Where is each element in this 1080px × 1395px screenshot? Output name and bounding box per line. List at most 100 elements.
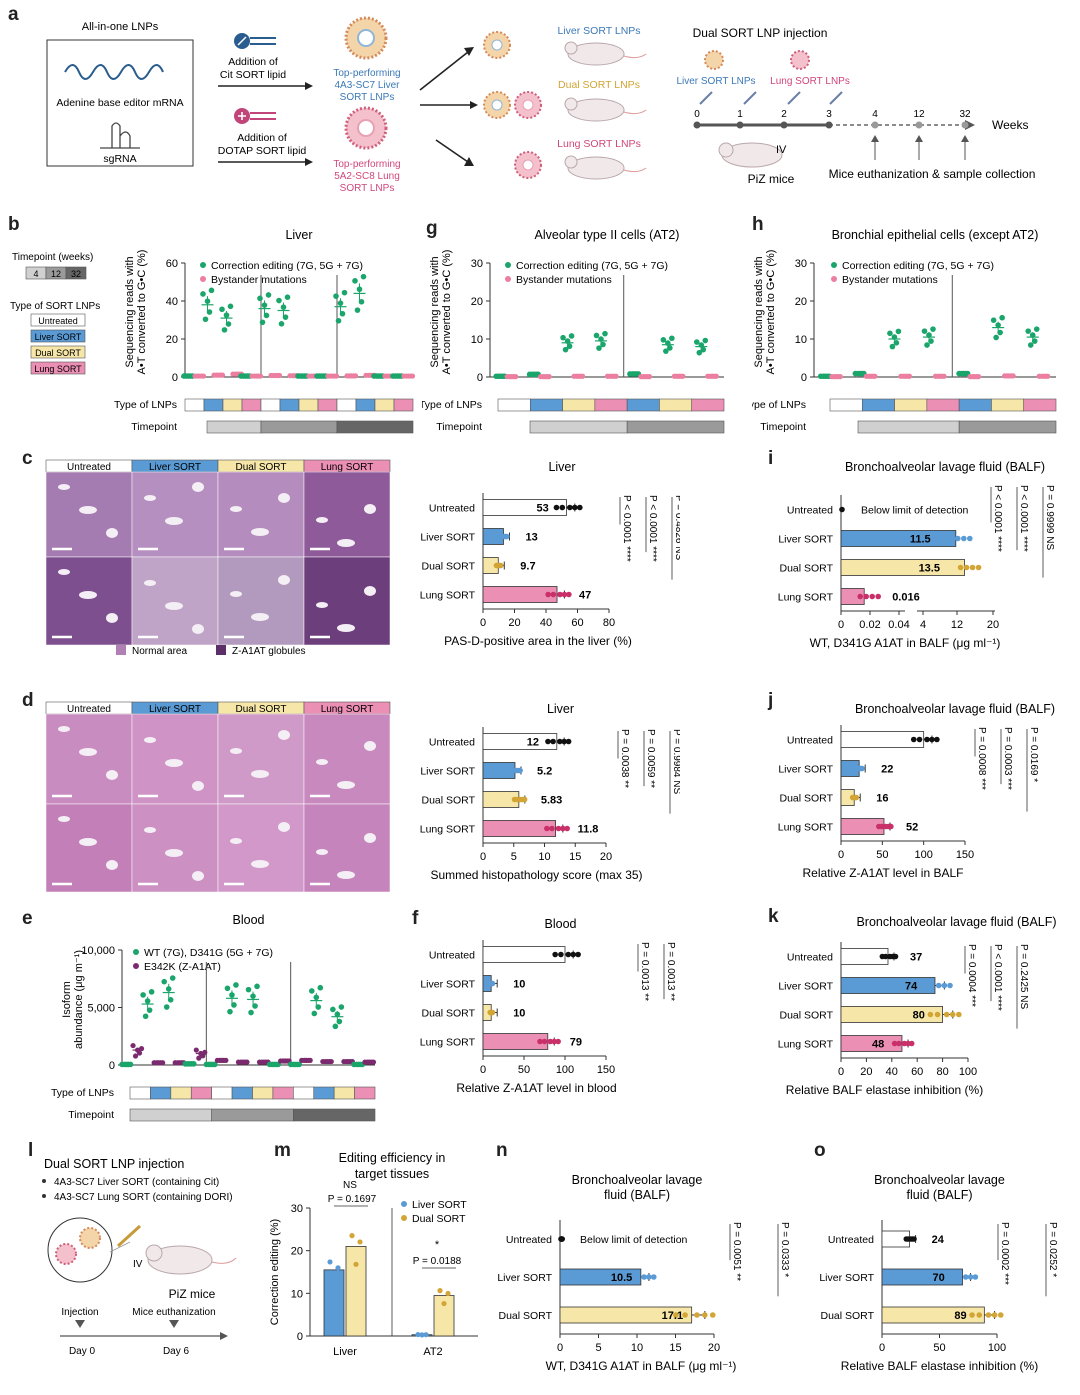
j-dot (879, 823, 885, 830)
b-point-main (225, 321, 232, 327)
g-legend-dot-2 (505, 276, 511, 282)
a-lung-small: Lung SORT LNPs (770, 76, 850, 87)
n-xtick-label: 15 (669, 1342, 681, 1354)
a-tick-label: 12 (913, 109, 925, 120)
k-value-label: 48 (872, 1039, 884, 1051)
m-p2: P = 0.0188 (413, 1256, 462, 1267)
l-day6: Day 6 (163, 1346, 190, 1357)
chart-f-blood-za1at: Blood 0 50 100 150 Relative Z-A1AT level in b… (420, 917, 676, 1095)
c-legend-globule: Z-A1AT globules (232, 646, 306, 657)
i-value-label: 13.5 (919, 563, 940, 575)
a-tick-label: 2 (781, 109, 787, 120)
d-histo-header: Liver SORT (149, 704, 201, 715)
g-point-main (669, 335, 675, 342)
b-legend-dual: Dual SORT (35, 348, 81, 358)
i-cat-label: Liver SORT (778, 534, 833, 546)
c-dot (550, 591, 557, 598)
k-cat-label: Lung SORT (778, 1039, 834, 1051)
f-xtick-label: 50 (518, 1064, 530, 1076)
c-histo-vessel (58, 484, 70, 490)
k-xtick-label: 80 (936, 1066, 948, 1078)
k-dot (947, 982, 953, 989)
d-histo-tile (45, 803, 133, 892)
h-point-main (895, 328, 902, 335)
d-p-value: P = 0.0038 ** (619, 729, 630, 788)
f-value-label: 10 (513, 1008, 525, 1020)
b-point-main (352, 278, 358, 284)
e-type-cell (354, 1086, 376, 1100)
g-point-main (568, 333, 575, 339)
c-xtick-label: 60 (571, 617, 583, 629)
e-point-main (311, 1010, 318, 1017)
n-bld: Below limit of detection (580, 1234, 688, 1246)
o-cat-label: Liver SORT (819, 1272, 874, 1284)
panel-letter-b: b (8, 214, 20, 235)
e-point-main (248, 1009, 254, 1016)
m-legend-dot-1 (401, 1201, 407, 1207)
h-legend-dot-2 (831, 276, 837, 282)
o-xlabel: Relative BALF elastase inhibition (%) (841, 1359, 1038, 1373)
m-dot-dual (353, 1261, 359, 1267)
e-type-label: Type of LNPs (51, 1087, 114, 1099)
h-point-main (930, 326, 936, 332)
c-histo-vessel (144, 495, 156, 501)
m-ytick-label: 30 (291, 1203, 303, 1215)
n-p-value: P = 0.0333 * (779, 1222, 790, 1277)
f-dot (547, 1038, 554, 1045)
n-bar (559, 1306, 693, 1324)
n-dot (628, 1274, 634, 1280)
c-cat-label: Dual SORT (422, 561, 476, 573)
b-type-cell (222, 398, 243, 412)
c-histo-tile (45, 471, 133, 558)
o-bar (881, 1306, 985, 1324)
d-xtick-label: 15 (569, 851, 581, 863)
b-point-main (284, 294, 291, 300)
n-xtick-label: 5 (595, 1342, 601, 1354)
i-dot (961, 535, 967, 542)
c-histo-vessel (316, 602, 328, 608)
i-p-value: P = 0.9999 NS (1044, 485, 1055, 550)
g-type-cell (562, 398, 596, 412)
a-liver-small: Liver SORT LNPs (676, 76, 755, 87)
d-xtick-label: 5 (511, 851, 517, 863)
k-xtick-label: 0 (838, 1066, 844, 1078)
d-histo-vessel (79, 838, 97, 846)
h-tp-cell (958, 420, 1057, 434)
g-ylabel-1: Sequencing reads with (429, 256, 441, 367)
b-point-main (200, 291, 206, 297)
d-histo-tile (217, 713, 305, 805)
h-ytick-label: 30 (795, 258, 807, 270)
a-top1c: SORT LNPs (340, 92, 395, 103)
h-point-main (893, 340, 900, 346)
b-point-main (276, 297, 282, 304)
d-dot (550, 738, 556, 745)
j-dot (924, 736, 930, 743)
b-legend-type: Type of SORT LNPs (10, 301, 100, 312)
l-piz: PiZ mice (169, 1287, 216, 1301)
g-tp-cell (529, 420, 628, 434)
o-dot (997, 1312, 1004, 1318)
i-p-value: P < 0.0001 **** (992, 485, 1003, 552)
k-cat-label: Untreated (787, 952, 833, 964)
b-point-main (358, 298, 365, 305)
f-dot (489, 1009, 496, 1016)
k-dot (920, 982, 927, 989)
f-dot (541, 1038, 548, 1045)
d-xtick-label: 20 (600, 851, 612, 863)
b-legend: Timepoint (weeks) 4 12 32 Type of SORT L… (10, 252, 100, 375)
h-type-cell (861, 398, 895, 412)
e-type-cell (211, 1086, 233, 1100)
i-xtick-label: 0 (838, 619, 844, 631)
a-top2c: SORT LNPs (340, 183, 395, 194)
j-cat-label: Dual SORT (780, 793, 834, 805)
n-dot (673, 1312, 679, 1318)
e-point-main (233, 982, 239, 988)
f-cat-label: Liver SORT (420, 979, 475, 991)
d-p-value: P = 0.9984 NS (671, 729, 680, 794)
j-xtick-label: 100 (914, 849, 932, 861)
m-legend-1: Liver SORT (412, 1199, 467, 1211)
e-point-main (338, 1004, 345, 1010)
c-histo-header: Untreated (67, 462, 111, 473)
h-legend-1: Correction editing (7G, 5G + 7G) (842, 260, 994, 272)
g-point-main (702, 337, 709, 344)
